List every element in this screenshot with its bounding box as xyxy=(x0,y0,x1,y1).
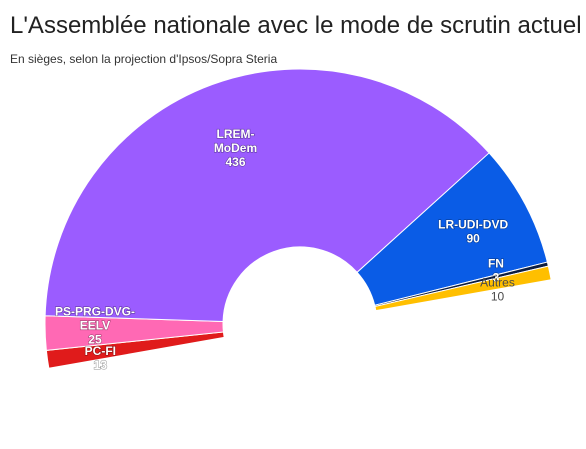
slice-label-autres: Autres 10 xyxy=(480,276,515,304)
chart-subtitle: En sièges, selon la projection d'Ipsos/S… xyxy=(10,52,278,66)
slice-label-fn: FN 3 xyxy=(488,257,504,285)
slice-label-lr-udi-dvd: LR-UDI-DVD 90 xyxy=(438,218,508,246)
slice-lrem-modem xyxy=(44,68,490,323)
slice-label-ps-prg-dvg-eelv: PS-PRG-DVG-EELV 25 xyxy=(55,304,135,346)
slice-label-pc-fi: PC-FI 13 xyxy=(85,344,116,372)
slice-autres xyxy=(374,265,552,312)
chart-title: L'Assemblée nationale avec le mode de sc… xyxy=(10,12,582,39)
slice-label-lrem-modem: LREM-MoDem 436 xyxy=(214,127,257,169)
